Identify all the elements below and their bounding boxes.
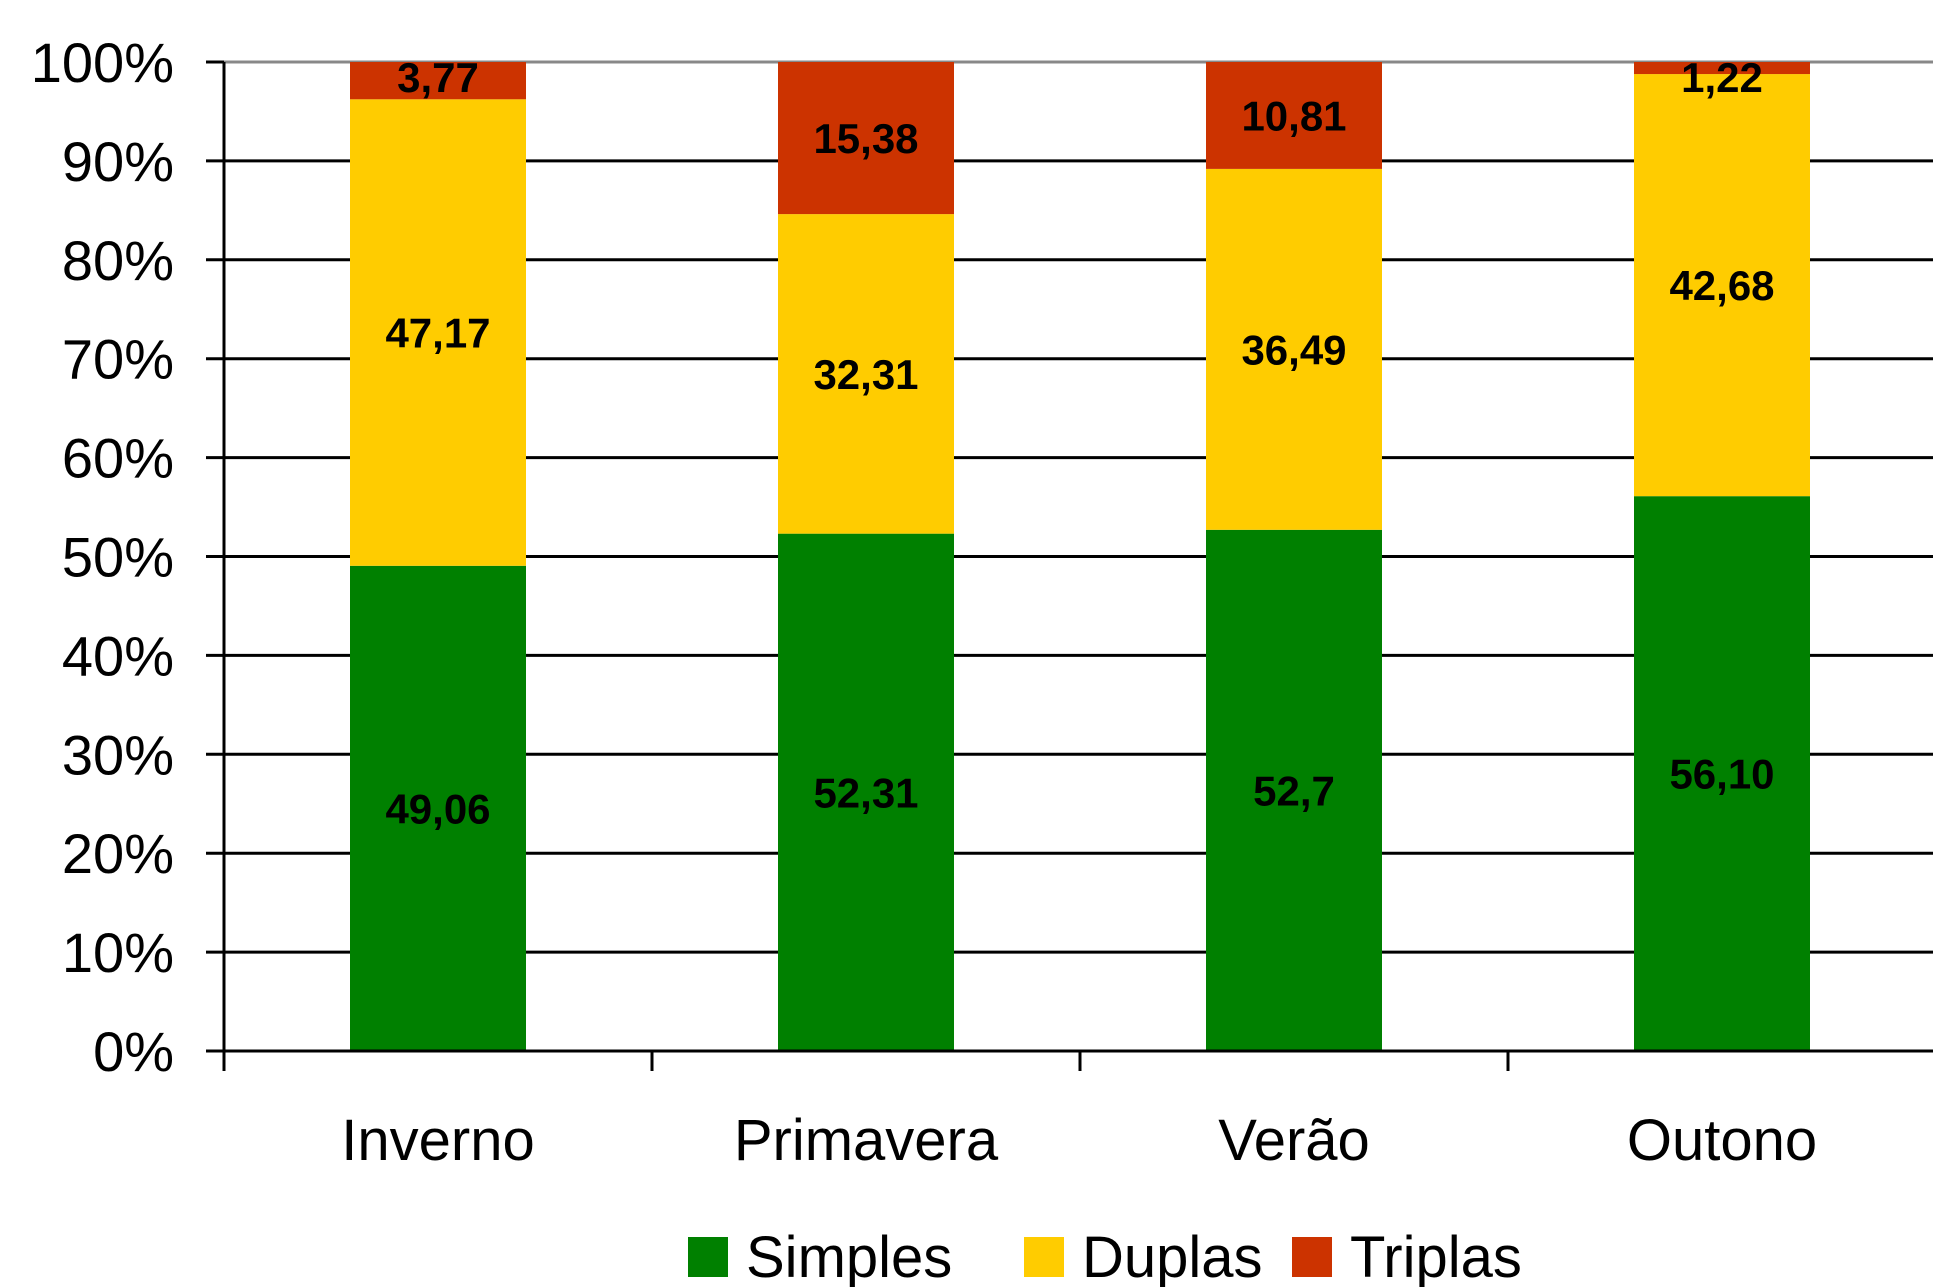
x-tick-label: Outono (1627, 1108, 1817, 1173)
data-label: 3,77 (397, 54, 479, 101)
x-tick-label: Primavera (734, 1108, 999, 1173)
data-label: 42,68 (1669, 262, 1774, 309)
y-tick-label: 100% (31, 31, 174, 94)
y-tick-label: 50% (62, 526, 174, 589)
legend: Simples Duplas Triplas (688, 1225, 1522, 1287)
legend-label-triplas: Triplas (1350, 1225, 1522, 1287)
y-tick-label: 70% (62, 328, 174, 391)
y-tick-label: 90% (62, 130, 174, 193)
data-label: 15,38 (813, 115, 918, 162)
data-label: 49,06 (385, 785, 490, 832)
legend-swatch-simples (688, 1237, 728, 1277)
legend-label-duplas: Duplas (1082, 1225, 1263, 1287)
data-label: 10,81 (1241, 92, 1346, 139)
legend-swatch-duplas (1024, 1237, 1064, 1277)
data-label: 32,31 (813, 351, 918, 398)
data-label: 52,31 (813, 769, 918, 816)
data-label: 56,10 (1669, 751, 1774, 798)
data-labels: 49,06 47,17 3,77 52,31 32,31 15,38 52,7 36,49 10… (385, 54, 1774, 832)
y-tick-label: 0% (93, 1020, 174, 1083)
y-tick-label: 30% (62, 723, 174, 786)
data-label: 1,22 (1681, 54, 1763, 101)
legend-label-simples: Simples (746, 1225, 952, 1287)
x-tick-label: Verão (1218, 1108, 1370, 1173)
legend-swatch-triplas (1292, 1237, 1332, 1277)
data-label: 47,17 (385, 310, 490, 357)
x-axis-tick-labels: Inverno Primavera Verão Outono (341, 1108, 1817, 1173)
y-tick-label: 80% (62, 229, 174, 292)
y-tick-label: 10% (62, 921, 174, 984)
y-tick-label: 20% (62, 822, 174, 885)
x-tick-label: Inverno (341, 1108, 534, 1173)
y-tick-label: 40% (62, 624, 174, 687)
data-label: 36,49 (1241, 326, 1346, 373)
y-axis-tick-labels: 0% 10% 20% 30% 40% 50% 60% 70% 80% 90% 100% (31, 31, 174, 1083)
y-tick-label: 60% (62, 427, 174, 490)
data-label: 52,7 (1253, 767, 1335, 814)
